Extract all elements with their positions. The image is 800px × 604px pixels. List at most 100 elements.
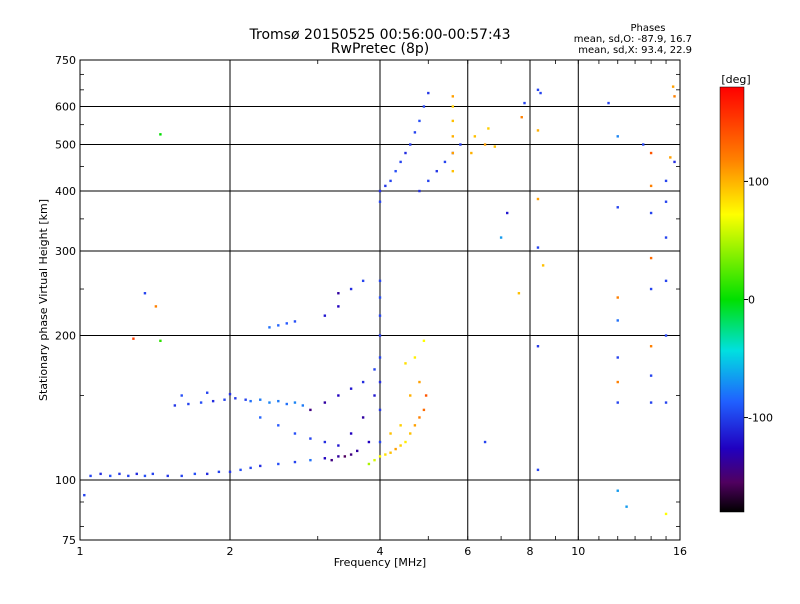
data-point	[451, 169, 455, 173]
data-point	[664, 334, 668, 337]
y-axis-label: Stationary phase Virtual Height [km]	[37, 199, 50, 401]
data-point	[373, 394, 376, 397]
data-point	[422, 105, 426, 108]
data-point	[132, 337, 135, 340]
data-point	[378, 408, 382, 412]
data-point	[293, 460, 297, 464]
data-point	[99, 472, 102, 476]
colorbar-ticks: 100 0 -100	[744, 175, 773, 425]
data-point	[616, 489, 619, 492]
data-point	[378, 380, 382, 384]
data-point	[205, 472, 209, 476]
data-point	[285, 402, 288, 406]
data-point	[143, 292, 147, 295]
data-point	[409, 432, 412, 435]
data-point	[664, 200, 668, 203]
data-point	[337, 305, 340, 308]
data-points	[83, 85, 676, 516]
data-point	[330, 458, 333, 462]
data-point	[323, 401, 327, 404]
data-point	[199, 401, 203, 404]
x-tick-label: 4	[377, 545, 384, 558]
data-point	[404, 440, 407, 444]
data-point	[536, 129, 540, 132]
data-point	[343, 455, 347, 458]
y-tick-label: 100	[55, 474, 76, 487]
data-point	[413, 356, 417, 359]
data-point	[459, 143, 462, 146]
data-point	[451, 135, 455, 138]
data-point	[470, 151, 473, 155]
data-point	[135, 472, 138, 476]
data-point	[394, 447, 397, 451]
data-point	[493, 145, 497, 148]
data-point	[539, 91, 542, 95]
data-point	[143, 474, 147, 478]
data-point	[422, 339, 426, 343]
x-tick-label: 8	[527, 545, 534, 558]
data-point	[664, 179, 668, 183]
data-point	[378, 314, 382, 317]
x-tick-label: 1	[77, 545, 84, 558]
data-point	[384, 184, 387, 188]
data-point	[309, 458, 312, 462]
data-point	[649, 374, 653, 377]
y-tick-label: 400	[55, 185, 76, 198]
x-tick-label: 10	[571, 545, 585, 558]
data-point	[378, 334, 382, 337]
data-point	[373, 458, 376, 462]
data-point	[664, 236, 668, 239]
data-point	[616, 296, 619, 299]
data-point	[649, 211, 653, 215]
data-point	[413, 424, 417, 427]
axis-ticks: 1 2 4 6 8 10 16 75 100 200 300 400 500 600 750	[55, 54, 687, 558]
data-point	[301, 404, 305, 407]
data-point	[649, 345, 653, 348]
data-point	[616, 401, 619, 404]
data-point	[277, 399, 280, 403]
data-point	[293, 432, 297, 435]
data-point	[151, 472, 155, 476]
data-point	[499, 236, 503, 239]
data-point	[483, 143, 487, 146]
data-point	[616, 356, 619, 359]
data-point	[642, 143, 645, 146]
data-point	[180, 474, 183, 478]
data-point	[228, 392, 232, 396]
data-point	[505, 211, 509, 215]
data-point	[451, 105, 455, 108]
data-point	[337, 394, 340, 397]
data-point	[483, 440, 487, 444]
data-point	[173, 404, 177, 407]
data-point	[259, 464, 262, 468]
x-tick-label: 16	[673, 545, 687, 558]
data-point	[536, 246, 540, 249]
phases-stats-o: mean, sd,O: -87.9, 16.7	[574, 34, 692, 45]
data-point	[337, 444, 340, 447]
data-point	[616, 206, 619, 209]
data-point	[443, 160, 447, 164]
data-point	[418, 416, 421, 419]
data-point	[223, 398, 226, 401]
data-point	[367, 462, 371, 466]
data-point	[427, 179, 430, 183]
data-point	[239, 468, 242, 472]
data-point	[384, 453, 387, 456]
data-point	[293, 401, 297, 404]
data-point	[159, 133, 162, 136]
data-point	[413, 131, 417, 134]
data-point	[649, 151, 653, 155]
data-point	[394, 169, 397, 173]
y-tick-label: 500	[55, 139, 76, 152]
data-point	[451, 151, 455, 155]
data-point	[435, 169, 438, 173]
data-point	[404, 362, 407, 365]
data-point	[367, 440, 371, 444]
data-point	[337, 455, 340, 458]
data-point	[259, 416, 262, 419]
data-point	[127, 474, 130, 478]
data-point	[418, 119, 421, 123]
data-point	[422, 408, 426, 412]
data-point	[399, 424, 402, 427]
